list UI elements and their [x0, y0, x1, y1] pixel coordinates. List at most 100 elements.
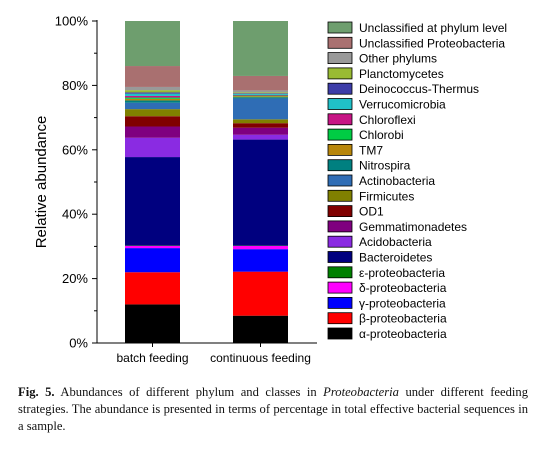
y-tick-label: 80% [62, 78, 88, 93]
legend-label: Nitrospira [359, 159, 411, 173]
bar-segment [125, 90, 180, 93]
legend-label: TM7 [359, 143, 383, 157]
bar-segment [125, 245, 180, 249]
legend-swatch [327, 82, 353, 95]
bars-group [125, 21, 288, 343]
bar-segment [125, 116, 180, 127]
bar-segment [125, 98, 180, 101]
legend-label: α-proteobacteria [359, 327, 447, 341]
stacked-bar-chart: 0% 20% 40% 60% 80% 100% batch feeding continuo… [33, 14, 507, 366]
y-ticks-group: 0% 20% 40% 60% 80% 100% [55, 14, 97, 351]
legend-label: Gemmatimonadetes [359, 220, 467, 234]
legend-label: Planctomycetes [359, 67, 444, 81]
bar-segment [233, 127, 288, 135]
legend-swatch [327, 98, 353, 110]
legend-label: Deinococcus-Thermus [359, 82, 479, 96]
legend-swatch [327, 189, 353, 202]
bar-segment [233, 245, 288, 250]
legend-swatch [327, 281, 353, 294]
bar-segment [233, 98, 288, 120]
legend-label: Verrucomicrobia [359, 98, 446, 112]
bar-segment [233, 96, 288, 98]
bar-segment [125, 102, 180, 110]
bar-segment [233, 93, 288, 94]
bar-segment [125, 109, 180, 117]
bar-segment [125, 137, 180, 158]
y-tick-label: 100% [55, 14, 89, 29]
bar-segment [233, 97, 288, 99]
bar-segment [125, 304, 180, 343]
legend-label: Actinobacteria [359, 174, 435, 188]
bar-segment [233, 249, 288, 272]
legend-label: Chloroflexi [359, 113, 416, 127]
legend-swatch [327, 220, 353, 233]
legend-swatch [327, 67, 353, 80]
legend-swatch [327, 312, 353, 325]
legend: Unclassified at phylum levelUnclassified… [327, 21, 507, 341]
legend-swatch [327, 159, 353, 172]
legend-swatch [327, 296, 353, 309]
y-tick-label: 60% [62, 142, 88, 157]
legend-label: OD1 [359, 205, 384, 219]
x-labels-group: batch feeding continuous feeding [116, 343, 311, 365]
y-tick-label: 20% [62, 271, 88, 286]
bar-segment [233, 94, 288, 96]
legend-swatch [327, 113, 353, 126]
caption-text-2: under different feeding strategies. The … [18, 385, 528, 433]
legend-swatch [327, 327, 353, 340]
legend-swatch [327, 174, 353, 187]
legend-label: Bacteroidetes [359, 251, 432, 265]
caption-label: Fig. 5. [18, 385, 55, 399]
x-tick-label: batch feeding [116, 351, 188, 365]
bar-segment [125, 21, 180, 67]
bar-segment [233, 139, 288, 246]
bar-segment [233, 21, 288, 76]
legend-swatch [327, 128, 353, 141]
y-tick-label: 0% [69, 336, 88, 351]
legend-swatch [327, 251, 353, 263]
bar-segment [233, 92, 288, 94]
bar-segment [233, 271, 288, 316]
bar-segment [233, 123, 288, 128]
bar-segment [233, 134, 288, 140]
bar-segment [125, 100, 180, 103]
bar-segment [233, 93, 288, 95]
caption-text-1: Abundances of different phylum and class… [60, 385, 317, 399]
legend-label: γ-proteobacteria [359, 296, 446, 310]
y-tick-label: 40% [62, 207, 88, 222]
legend-label: Unclassified at phylum level [359, 21, 507, 35]
legend-label: ε-proteobacteria [359, 266, 445, 280]
bar-segment [233, 119, 288, 124]
legend-swatch [327, 36, 353, 49]
bar-segment [125, 92, 180, 94]
bar-segment [125, 272, 180, 305]
bar-segment [125, 157, 180, 246]
legend-label: δ-proteobacteria [359, 281, 447, 295]
legend-label: β-proteobacteria [359, 312, 447, 326]
legend-swatch [327, 52, 353, 64]
legend-swatch [327, 21, 353, 34]
legend-label: Acidobacteria [359, 235, 432, 249]
legend-swatch [327, 205, 353, 218]
bar-segment [125, 248, 180, 273]
legend-label: Unclassified Proteobacteria [359, 36, 505, 50]
bar-segment [125, 93, 180, 96]
legend-swatch [327, 266, 353, 279]
legend-swatch [327, 143, 353, 156]
bar-segment [125, 95, 180, 98]
x-tick-label: continuous feeding [210, 351, 311, 365]
bar-segment [125, 66, 180, 87]
bar-segment [125, 97, 180, 99]
legend-label: Chlorobi [359, 128, 404, 142]
legend-label: Firmicutes [359, 189, 414, 203]
figure-caption: Fig. 5. Abundances of different phylum a… [18, 384, 528, 435]
bar-segment [125, 86, 180, 91]
bar-segment [125, 126, 180, 138]
bar-segment [233, 95, 288, 97]
bar-segment [233, 315, 288, 343]
bar-segment [233, 75, 288, 91]
bar-segment [233, 90, 288, 93]
caption-italic: Proteobacteria [323, 385, 399, 399]
y-axis-title: Relative abundance [33, 116, 50, 249]
legend-label: Other phylums [359, 52, 437, 66]
